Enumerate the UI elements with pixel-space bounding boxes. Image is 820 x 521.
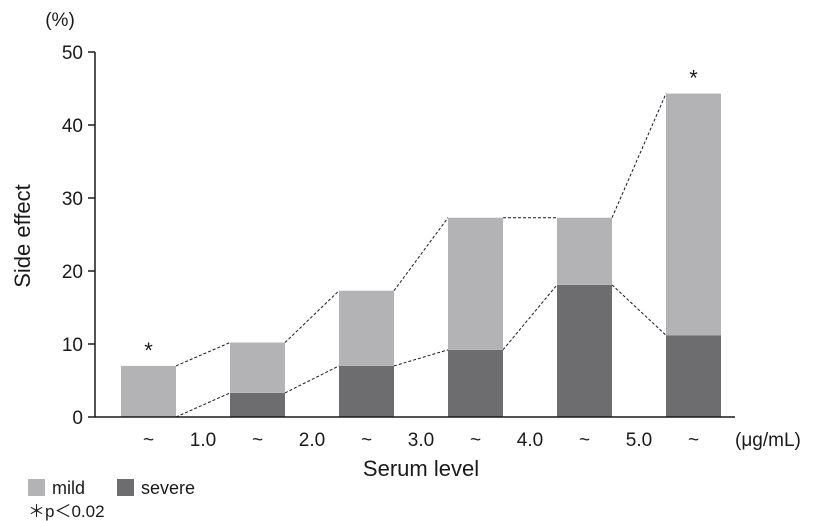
x-tick-label-boundary: 5.0 [626, 430, 652, 451]
x-tick-label-category: ~ [361, 430, 372, 451]
bars [121, 93, 721, 417]
x-tick-labels: ~ ~ ~ ~ ~ ~1.0 2.0 3.0 4.0 5.0 [143, 430, 699, 451]
x-tick-label-boundary: 1.0 [190, 430, 216, 451]
y-unit-label: (%) [45, 10, 75, 31]
significance-star: * [689, 66, 698, 91]
y-axis: 0 10 20 30 40 50 [62, 43, 96, 429]
x-tick-label-boundary: 3.0 [408, 430, 434, 451]
legend-label-severe: severe [141, 478, 195, 498]
legend-swatch-mild [28, 479, 45, 496]
connector-severe [611, 284, 667, 336]
legend: mild severe [28, 478, 195, 498]
connector-severe [502, 284, 558, 351]
bar-mild [557, 217, 612, 285]
y-tick-label: 0 [72, 408, 83, 429]
connector-total [393, 217, 449, 292]
dashed-connectors [175, 93, 667, 418]
bar-severe [557, 284, 612, 417]
y-tick-label: 40 [62, 116, 83, 137]
x-tick-label-category: ~ [252, 430, 263, 451]
connector-severe [393, 349, 449, 367]
x-tick-label-category: ~ [470, 430, 481, 451]
bar-mild [339, 290, 394, 366]
y-tick-label: 10 [62, 335, 83, 356]
x-tick-label-category: ~ [579, 430, 590, 451]
bar-mild [448, 217, 503, 350]
y-tick-label: 50 [62, 43, 83, 64]
x-tick-label-category: ~ [143, 430, 154, 451]
bar-mild [666, 93, 721, 336]
x-unit-label: (μg/mL) [735, 430, 801, 451]
x-tick-label-boundary: 2.0 [299, 430, 325, 451]
x-tick-label-category: ~ [688, 430, 699, 451]
connector-total [284, 290, 340, 343]
x-axis-title: Serum level [363, 456, 479, 481]
significance-star: * [144, 338, 153, 363]
significance-markers: ** [144, 66, 698, 363]
legend-swatch-severe [117, 479, 134, 496]
bar-mild [230, 342, 285, 393]
y-axis-title: Side effect [10, 184, 35, 288]
bar-severe [339, 365, 394, 417]
y-tick-label: 30 [62, 189, 83, 210]
legend-label-mild: mild [52, 478, 85, 498]
y-tick-label: 20 [62, 262, 83, 283]
footnote: ＊p＜0.02 [28, 502, 105, 521]
x-tick-label-boundary: 4.0 [517, 430, 543, 451]
bar-mild [121, 365, 176, 417]
connector-severe [284, 365, 340, 394]
bar-severe [448, 349, 503, 417]
connector-total [611, 93, 667, 218]
bar-severe [230, 392, 285, 417]
connector-severe [175, 392, 231, 418]
bar-severe [666, 335, 721, 417]
connector-total [175, 342, 231, 367]
